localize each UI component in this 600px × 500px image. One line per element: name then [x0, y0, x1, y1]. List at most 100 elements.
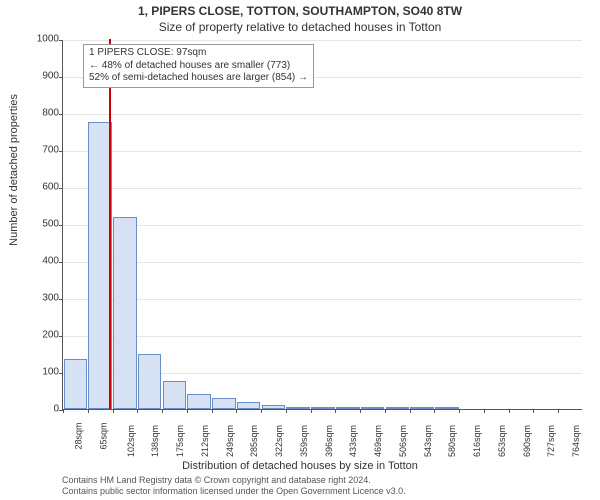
property-size-marker [109, 39, 111, 409]
ytick-label: 900 [42, 71, 59, 82]
xtick-label: 433sqm [344, 425, 358, 457]
ytick-mark [59, 373, 63, 374]
xtick-label: 506sqm [394, 425, 408, 457]
marker-annotation: 1 PIPERS CLOSE: 97sqm ← 48% of detached … [83, 44, 314, 88]
ytick-mark [59, 77, 63, 78]
xtick-mark [385, 409, 386, 413]
xtick-mark [533, 409, 534, 413]
ytick-mark [59, 299, 63, 300]
xtick-mark [88, 409, 89, 413]
xtick-label: 396sqm [320, 425, 334, 457]
histogram-bar [286, 407, 310, 409]
ytick-mark [59, 225, 63, 226]
histogram-bar [262, 405, 286, 409]
xtick-label: 102sqm [122, 425, 136, 457]
xtick-mark [311, 409, 312, 413]
ytick-label: 600 [42, 182, 59, 193]
histogram-bar [336, 407, 360, 409]
xtick-label: 212sqm [196, 425, 210, 457]
figure: 1, PIPERS CLOSE, TOTTON, SOUTHAMPTON, SO… [0, 0, 600, 500]
xtick-label: 322sqm [270, 425, 284, 457]
xtick-label: 285sqm [245, 425, 259, 457]
xtick-mark [410, 409, 411, 413]
ytick-mark [59, 262, 63, 263]
xtick-mark [484, 409, 485, 413]
xtick-label: 580sqm [443, 425, 457, 457]
histogram-bar [410, 407, 434, 409]
footer-line: Contains HM Land Registry data © Crown c… [62, 475, 406, 485]
xtick-label: 543sqm [419, 425, 433, 457]
xtick-label: 727sqm [542, 425, 556, 457]
gridline [63, 262, 582, 263]
xtick-mark [335, 409, 336, 413]
xtick-label: 65sqm [94, 423, 108, 450]
annotation-line: ← 48% of detached houses are smaller (77… [89, 60, 308, 73]
xtick-label: 469sqm [369, 425, 383, 457]
xtick-mark [236, 409, 237, 413]
xtick-mark [360, 409, 361, 413]
xtick-mark [509, 409, 510, 413]
gridline [63, 151, 582, 152]
xtick-mark [434, 409, 435, 413]
footer-line: Contains public sector information licen… [62, 486, 406, 496]
ytick-label: 1000 [37, 34, 59, 45]
gridline [63, 336, 582, 337]
ytick-label: 500 [42, 219, 59, 230]
xtick-mark [286, 409, 287, 413]
xtick-label: 616sqm [468, 425, 482, 457]
xtick-mark [261, 409, 262, 413]
footer-attribution: Contains HM Land Registry data © Crown c… [62, 475, 406, 496]
ytick-mark [59, 188, 63, 189]
plot-area: 0100200300400500600700800900100028sqm65s… [62, 40, 582, 410]
gridline [63, 40, 582, 41]
histogram-bar [237, 402, 261, 409]
histogram-bar [361, 407, 385, 409]
ytick-mark [59, 40, 63, 41]
histogram-bar [64, 359, 88, 409]
chart-subtitle: Size of property relative to detached ho… [0, 20, 600, 34]
histogram-bar [212, 398, 236, 409]
histogram-bar [311, 407, 335, 409]
gridline [63, 188, 582, 189]
ytick-mark [59, 151, 63, 152]
ytick-label: 800 [42, 108, 59, 119]
histogram-bar [386, 407, 410, 409]
xtick-label: 138sqm [146, 425, 160, 457]
xtick-label: 764sqm [567, 425, 581, 457]
gridline [63, 225, 582, 226]
ytick-mark [59, 336, 63, 337]
chart-title: 1, PIPERS CLOSE, TOTTON, SOUTHAMPTON, SO… [0, 4, 600, 18]
annotation-line: 1 PIPERS CLOSE: 97sqm [89, 47, 308, 60]
annotation-line: 52% of semi-detached houses are larger (… [89, 72, 308, 85]
xtick-label: 359sqm [295, 425, 309, 457]
xtick-label: 175sqm [171, 425, 185, 457]
gridline [63, 114, 582, 115]
xtick-label: 653sqm [493, 425, 507, 457]
xtick-mark [187, 409, 188, 413]
xtick-mark [63, 409, 64, 413]
xtick-label: 28sqm [70, 423, 84, 450]
ytick-label: 300 [42, 293, 59, 304]
x-axis-label: Distribution of detached houses by size … [0, 460, 600, 472]
xtick-mark [212, 409, 213, 413]
xtick-mark [162, 409, 163, 413]
histogram-bar [138, 354, 162, 410]
xtick-mark [137, 409, 138, 413]
xtick-label: 249sqm [221, 425, 235, 457]
xtick-label: 690sqm [518, 425, 532, 457]
histogram-bar [163, 381, 187, 409]
ytick-label: 100 [42, 367, 59, 378]
xtick-mark [113, 409, 114, 413]
histogram-bar [113, 217, 137, 409]
histogram-bar [435, 407, 459, 409]
gridline [63, 299, 582, 300]
y-axis-label: Number of detached properties [8, 0, 20, 420]
xtick-mark [459, 409, 460, 413]
histogram-bar [187, 394, 211, 409]
ytick-label: 0 [53, 404, 59, 415]
ytick-mark [59, 114, 63, 115]
ytick-label: 200 [42, 330, 59, 341]
ytick-label: 700 [42, 145, 59, 156]
xtick-mark [558, 409, 559, 413]
ytick-label: 400 [42, 256, 59, 267]
